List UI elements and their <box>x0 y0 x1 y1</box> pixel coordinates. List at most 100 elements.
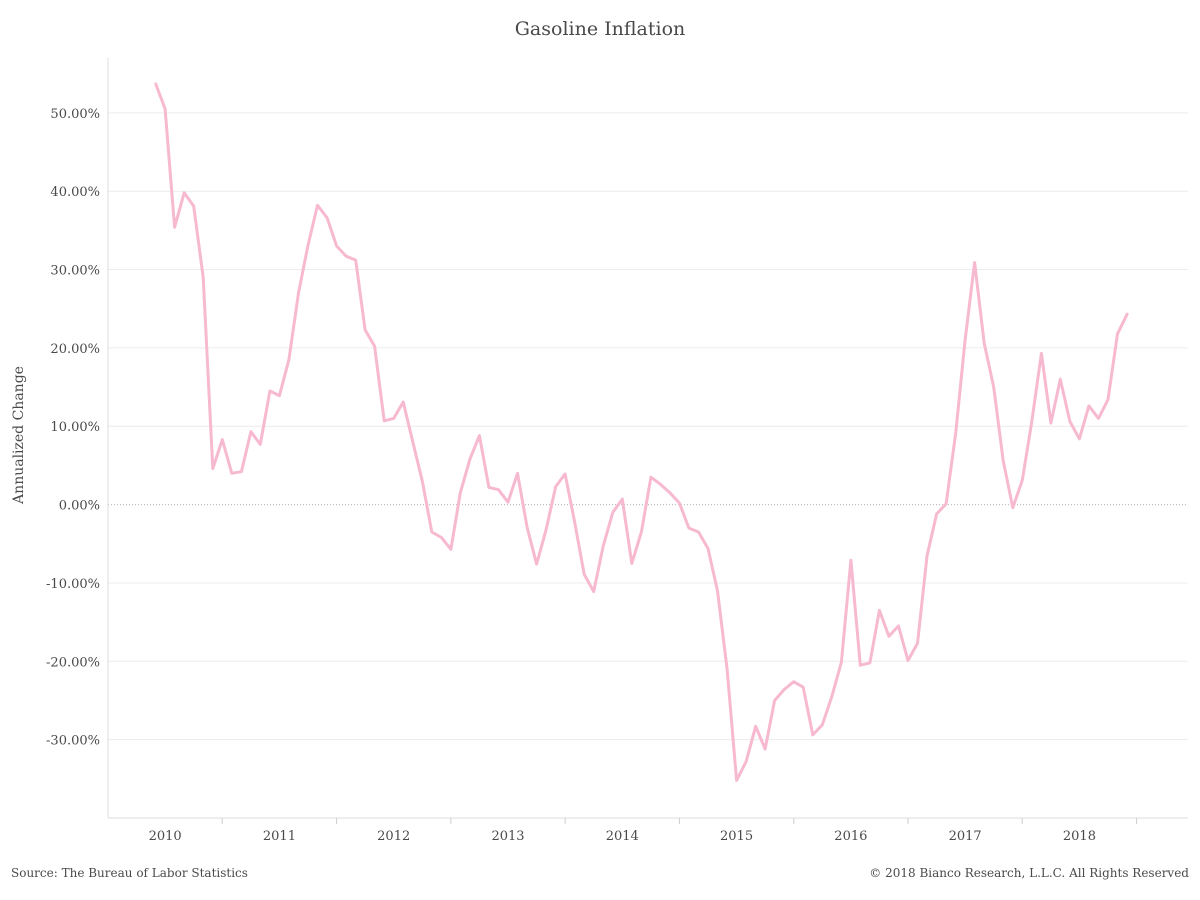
data-point <box>1087 404 1091 408</box>
data-point <box>878 609 881 612</box>
data-point <box>668 491 672 494</box>
data-point <box>440 536 443 539</box>
data-point <box>1011 506 1014 509</box>
data-point <box>449 548 453 551</box>
data-point <box>421 479 424 483</box>
data-point <box>525 526 529 529</box>
data-point <box>716 589 719 592</box>
data-point <box>944 502 948 505</box>
data-point <box>392 417 395 420</box>
data-point <box>468 458 472 461</box>
data-point <box>973 261 976 264</box>
series-layer <box>154 82 1129 782</box>
y-tick-label: -20.00% <box>46 655 100 670</box>
data-point <box>430 530 433 534</box>
data-point <box>697 530 700 534</box>
data-point <box>649 476 653 479</box>
data-point <box>497 488 500 491</box>
y-tick-label: 50.00% <box>50 107 100 122</box>
data-point <box>592 590 595 593</box>
data-point <box>506 501 510 504</box>
gridlines <box>108 112 1188 741</box>
y-tick-label: 30.00% <box>50 264 100 279</box>
data-point <box>1049 421 1053 425</box>
data-point <box>383 419 386 422</box>
y-tick-label: 40.00% <box>50 185 100 200</box>
data-point <box>287 358 291 361</box>
data-point <box>192 204 195 208</box>
data-point <box>1116 332 1119 335</box>
data-point <box>230 472 233 475</box>
data-point <box>925 554 929 557</box>
data-point <box>744 760 748 763</box>
y-tick-label: -30.00% <box>46 734 100 749</box>
data-point <box>802 686 805 689</box>
data-point <box>640 530 643 534</box>
x-tick-labels: 2010 2011 2012 2013 2014 2015 2016 2017 2018 <box>149 829 1096 844</box>
data-point <box>249 430 253 433</box>
data-point <box>154 82 157 86</box>
data-point <box>983 342 986 345</box>
data-point <box>1068 420 1072 423</box>
data-point <box>363 328 367 332</box>
data-point <box>535 562 538 566</box>
data-point <box>325 216 329 219</box>
data-point <box>916 642 919 645</box>
data-point <box>840 660 843 664</box>
data-point <box>306 244 310 247</box>
data-point <box>725 667 729 671</box>
chart-title: Gasoline Inflation <box>514 18 686 40</box>
data-point <box>602 544 605 548</box>
data-point <box>659 483 662 486</box>
data-point <box>954 432 957 435</box>
data-point <box>849 559 853 562</box>
data-point <box>1106 398 1110 401</box>
x-tick-label: 2017 <box>949 829 982 844</box>
data-point <box>773 699 776 702</box>
data-point <box>792 680 795 683</box>
data-point <box>906 659 910 662</box>
data-point <box>678 501 681 505</box>
data-point <box>897 624 900 628</box>
data-point <box>516 472 519 475</box>
data-point <box>163 107 167 111</box>
data-point <box>963 338 967 342</box>
x-tick-label: 2015 <box>720 829 753 844</box>
data-point <box>316 204 319 207</box>
data-point <box>1030 420 1034 423</box>
data-point <box>868 661 872 665</box>
data-point <box>478 434 481 437</box>
data-point <box>763 747 767 751</box>
data-point <box>335 244 338 248</box>
data-point <box>992 385 995 389</box>
data-point <box>202 276 205 279</box>
y-tick-label: 10.00% <box>50 420 100 435</box>
data-point <box>211 467 214 470</box>
data-point <box>563 472 567 476</box>
data-point <box>402 400 405 404</box>
data-point <box>583 573 586 576</box>
data-point <box>754 725 757 728</box>
data-point <box>373 345 376 348</box>
x-tick-label: 2016 <box>834 829 867 844</box>
data-point <box>687 526 691 530</box>
data-point <box>859 664 862 667</box>
data-point <box>573 520 576 523</box>
data-point <box>278 394 281 397</box>
x-tick-label: 2014 <box>606 829 639 844</box>
data-point <box>1125 313 1129 316</box>
data-point <box>830 695 833 698</box>
data-point <box>630 562 633 565</box>
x-tick-label: 2013 <box>491 829 524 844</box>
data-point <box>1040 352 1043 355</box>
y-tick-labels: -30.00% -20.00% -10.00% 0.00% 10.00% 20.00% 30… <box>46 107 100 749</box>
data-point <box>706 547 710 550</box>
x-tick-label: 2011 <box>263 829 296 844</box>
source-note: Source: The Bureau of Labor Statistics <box>11 866 248 880</box>
data-point <box>411 440 414 444</box>
y-tick-label: 20.00% <box>50 342 100 357</box>
data-point <box>1002 459 1005 462</box>
y-axis-title: Annualized Change <box>11 366 27 505</box>
data-point <box>240 470 243 473</box>
